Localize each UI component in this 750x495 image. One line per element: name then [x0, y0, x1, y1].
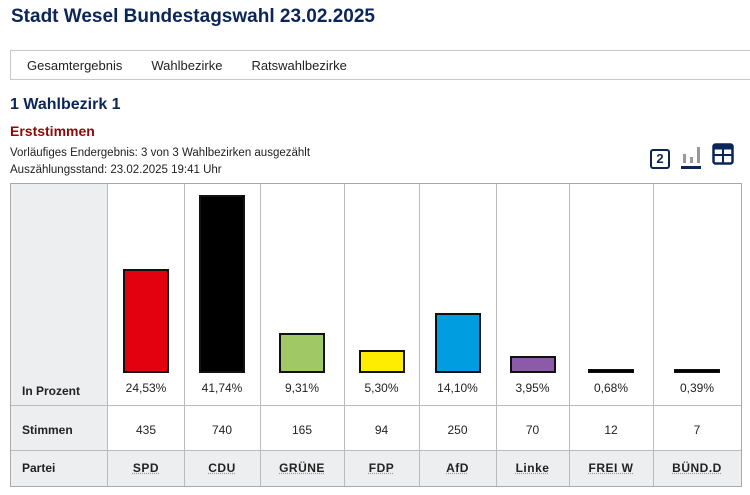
bar-0[interactable]	[123, 268, 169, 373]
bar-6[interactable]	[588, 369, 634, 373]
party-name[interactable]: FDP	[368, 461, 395, 475]
label-votes: Stimmen	[22, 423, 73, 437]
page-title: Stadt Wesel Bundestagswahl 23.02.2025	[11, 6, 375, 27]
votes-value: 12	[604, 423, 618, 437]
votes-value: 165	[291, 423, 313, 437]
nav-ratswahlbezirke[interactable]: Ratswahlbezirke	[251, 57, 347, 73]
percent-label: 14,10%	[437, 381, 478, 395]
bar-5[interactable]	[509, 356, 556, 373]
nav-gesamtergebnis[interactable]: Gesamtergebnis	[27, 57, 123, 73]
district-title: 1 Wahlbezirk 1	[10, 96, 121, 113]
bar-chart-icon[interactable]	[680, 143, 702, 169]
bar-1[interactable]	[199, 195, 245, 373]
percent-label: 9,31%	[284, 381, 320, 395]
percent-label: 5,30%	[364, 381, 399, 395]
party-name[interactable]: AfD	[446, 461, 469, 475]
party-column: 41,74% 740 CDU	[184, 184, 261, 486]
party-column: 9,31% 165 GRÜNE	[260, 184, 345, 486]
party-column: 5,30% 94 FDP	[344, 184, 420, 486]
votes-value: 740	[211, 423, 233, 437]
party-column: 0,68% 12 FREI W	[569, 184, 654, 486]
party-name[interactable]: SPD	[132, 461, 160, 475]
votes-value: 435	[135, 423, 157, 437]
percent-label: 24,53%	[125, 381, 167, 395]
label-column	[11, 184, 108, 486]
bar-3[interactable]	[358, 350, 405, 373]
results-table: In Prozent Stimmen Partei 24,53% 435 SPD…	[10, 183, 742, 487]
party-name[interactable]: FREI W	[588, 461, 634, 475]
label-percent: In Prozent	[22, 384, 81, 398]
party-column: 0,39% 7 BÜND.D	[653, 184, 741, 486]
votes-value: 7	[693, 423, 701, 437]
section-title: Erststimmen	[10, 123, 95, 139]
status-text: Vorläufiges Endergebnis: 3 von 3 Wahlbez…	[10, 147, 311, 159]
bar-2[interactable]	[279, 333, 325, 373]
party-column: 24,53% 435 SPD	[108, 184, 185, 486]
number-icon[interactable]: 2	[650, 149, 670, 169]
table-icon[interactable]	[712, 143, 734, 165]
party-name[interactable]: CDU	[208, 461, 236, 475]
party-column: 14,10% 250 AfD	[419, 184, 497, 486]
label-party: Partei	[22, 461, 56, 475]
percent-label: 0,68%	[593, 381, 629, 395]
bar-4[interactable]	[434, 312, 481, 373]
percent-label: 41,74%	[201, 381, 243, 395]
timestamp-text: Auszählungsstand: 23.02.2025 19:41 Uhr	[10, 164, 222, 176]
percent-label: 0,39%	[679, 381, 715, 395]
nav-bar: Gesamtergebnis Wahlbezirke Ratswahlbezir…	[10, 50, 750, 80]
votes-value: 70	[525, 423, 540, 437]
party-name[interactable]: BÜND.D	[672, 461, 722, 475]
divider	[11, 405, 741, 406]
party-row	[11, 450, 741, 486]
party-column: 3,95% 70 Linke	[496, 184, 570, 486]
party-name[interactable]: Linke	[515, 461, 550, 475]
divider	[11, 450, 741, 451]
percent-label: 3,95%	[515, 381, 550, 395]
bar-7[interactable]	[674, 369, 720, 373]
votes-value: 94	[374, 423, 389, 437]
party-name[interactable]: GRÜNE	[279, 461, 325, 475]
votes-value: 250	[447, 423, 468, 437]
nav-wahlbezirke[interactable]: Wahlbezirke	[151, 57, 223, 73]
